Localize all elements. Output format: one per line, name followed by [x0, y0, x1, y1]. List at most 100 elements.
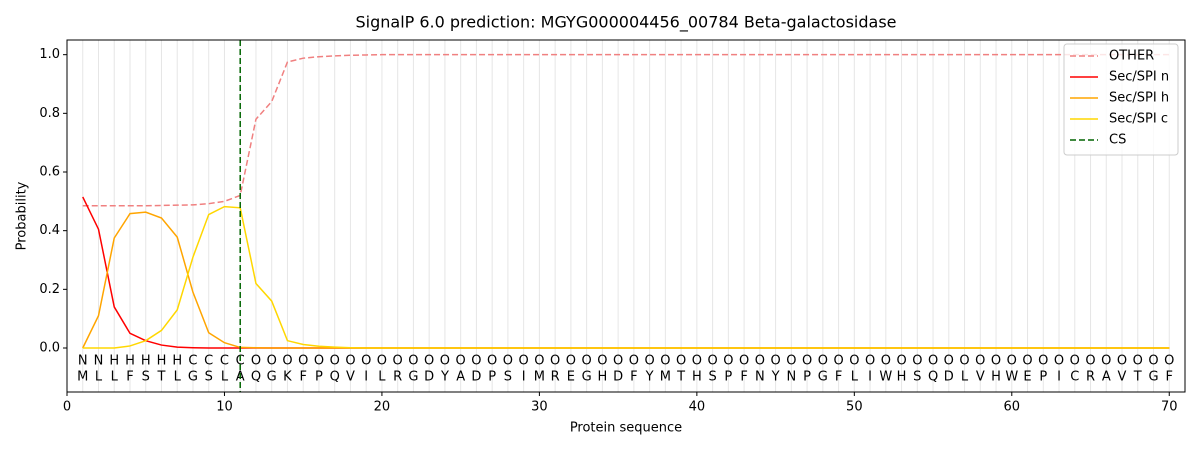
region-label: O — [1148, 354, 1158, 369]
residue-label: D — [424, 370, 434, 385]
residue-label: A — [1102, 370, 1111, 385]
residue-label: D — [613, 370, 623, 385]
residue-label: N — [786, 370, 796, 385]
residue-label: I — [868, 370, 872, 385]
region-label: O — [377, 354, 387, 369]
plot-frame — [66, 39, 1186, 393]
legend-box — [1063, 43, 1179, 156]
region-label: O — [314, 354, 324, 369]
legend-label: Sec/SPI n — [1109, 70, 1169, 85]
residue-label: F — [835, 370, 842, 385]
region-label: O — [282, 354, 292, 369]
residue-label: V — [346, 370, 355, 385]
region-label: O — [660, 354, 670, 369]
region-label: O — [865, 354, 875, 369]
region-label: O — [676, 354, 686, 369]
region-label: O — [912, 354, 922, 369]
region-label: O — [582, 354, 592, 369]
residue-label: R — [1086, 370, 1095, 385]
residue-label: R — [551, 370, 560, 385]
residue-label: L — [174, 370, 182, 385]
residue-label: N — [755, 370, 765, 385]
region-label: O — [723, 354, 733, 369]
x-tick-label: 70 — [1161, 400, 1178, 415]
residue-label: G — [818, 370, 828, 385]
residue-label: E — [567, 370, 575, 385]
y-tick-label: 0.6 — [39, 165, 60, 180]
residue-label: Q — [330, 370, 340, 385]
region-label: O — [1038, 354, 1048, 369]
residue-label: G — [267, 370, 277, 385]
residue-label: D — [471, 370, 481, 385]
residue-label: F — [299, 370, 306, 385]
region-label: N — [94, 354, 104, 369]
region-label: O — [519, 354, 529, 369]
residue-label: K — [283, 370, 292, 385]
residue-label: W — [1005, 370, 1018, 385]
region-label: O — [1085, 354, 1095, 369]
region-label: O — [881, 354, 891, 369]
region-label: O — [1070, 354, 1080, 369]
residue-label: H — [991, 370, 1001, 385]
residue-label: S — [913, 370, 921, 385]
region-label: O — [534, 354, 544, 369]
residue-label: R — [393, 370, 402, 385]
x-tick-label: 30 — [531, 400, 548, 415]
region-label: O — [613, 354, 623, 369]
region-label: O — [991, 354, 1001, 369]
residue-label: E — [1023, 370, 1031, 385]
region-label: O — [1007, 354, 1017, 369]
region-label: O — [833, 354, 843, 369]
residue-label: Y — [645, 370, 654, 385]
region-label: O — [739, 354, 749, 369]
x-tick-label: 20 — [374, 400, 391, 415]
region-label: O — [393, 354, 403, 369]
y-tick-label: 0.0 — [39, 341, 60, 356]
residue-label: I — [364, 370, 368, 385]
residue-label: L — [378, 370, 386, 385]
region-label: O — [298, 354, 308, 369]
region-label: O — [944, 354, 954, 369]
region-label: H — [157, 354, 167, 369]
region-label: O — [408, 354, 418, 369]
region-label: O — [770, 354, 780, 369]
legend-label: Sec/SPI h — [1109, 91, 1169, 106]
residue-label: P — [315, 370, 323, 385]
region-label: O — [487, 354, 497, 369]
residue-label: H — [692, 370, 702, 385]
residue-label: T — [676, 370, 685, 385]
region-label: O — [975, 354, 985, 369]
residue-label: L — [221, 370, 229, 385]
residue-label: P — [803, 370, 811, 385]
region-label: H — [172, 354, 182, 369]
region-label: C — [220, 354, 229, 369]
region-label: O — [361, 354, 371, 369]
region-label: C — [188, 354, 197, 369]
region-label: O — [1164, 354, 1174, 369]
series-line — [82, 205, 1170, 349]
region-label: O — [1133, 354, 1143, 369]
region-label: O — [1054, 354, 1064, 369]
region-label: O — [550, 354, 560, 369]
residue-label: V — [976, 370, 985, 385]
region-label: H — [109, 354, 119, 369]
region-label: O — [692, 354, 702, 369]
residue-label: G — [582, 370, 592, 385]
residue-label: Q — [251, 370, 261, 385]
y-tick-label: 1.0 — [39, 47, 60, 62]
region-label: O — [424, 354, 434, 369]
region-label: O — [1117, 354, 1127, 369]
region-label: O — [928, 354, 938, 369]
residue-label: T — [157, 370, 166, 385]
residue-label: Y — [771, 370, 780, 385]
residue-label: I — [1057, 370, 1061, 385]
residue-label: F — [630, 370, 637, 385]
residue-label: M — [77, 370, 88, 385]
x-tick-label: 0 — [63, 400, 71, 415]
chart-title: SignalP 6.0 prediction: MGYG000004456_00… — [355, 13, 896, 33]
region-label: O — [345, 354, 355, 369]
x-tick-label: 40 — [689, 400, 706, 415]
residue-label: G — [1148, 370, 1158, 385]
region-label: O — [456, 354, 466, 369]
